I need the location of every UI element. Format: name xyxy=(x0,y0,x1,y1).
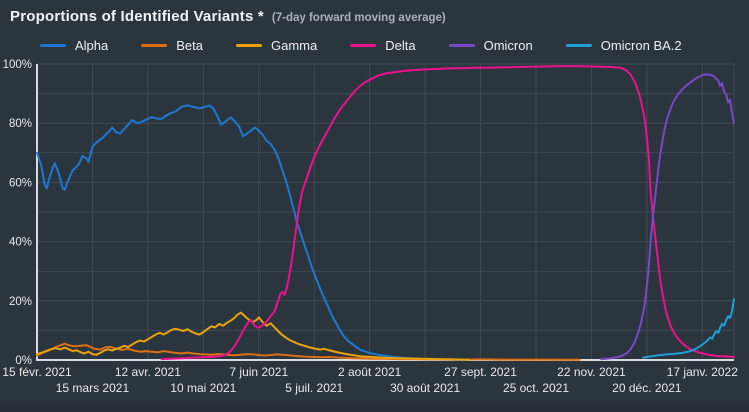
legend-label: Beta xyxy=(176,37,203,53)
legend-item-omicron[interactable]: Omicron xyxy=(448,37,533,53)
x-tick-label: 12 avr. 2021 xyxy=(115,365,181,379)
legend-item-alpha[interactable]: Alpha xyxy=(40,38,108,53)
y-tick-label: 100% xyxy=(3,59,32,71)
page-title: Proportions of Identified Variants * xyxy=(10,8,264,25)
legend-item-gamma[interactable]: Gamma xyxy=(236,38,317,53)
page-subtitle: (7-day forward moving average) xyxy=(271,12,446,24)
x-tick-label: 22 nov. 2021 xyxy=(557,365,626,379)
x-tick-label: 10 mai 2021 xyxy=(170,381,236,395)
legend-item-omicron-ba-2[interactable]: Omicron BA.2 xyxy=(565,37,682,53)
x-tick-label: 20 déc. 2021 xyxy=(612,381,682,395)
legend-line-swatch xyxy=(448,43,475,47)
y-tick-label: 20% xyxy=(9,296,32,308)
x-tick-label: 17 janv. 2022 xyxy=(667,365,738,379)
series-line-alpha xyxy=(36,104,468,361)
x-tick-label: 2 août 2021 xyxy=(338,365,402,379)
legend-item-beta[interactable]: Beta xyxy=(141,38,203,53)
legend-label: Gamma xyxy=(271,37,318,53)
series-line-omicron xyxy=(600,73,735,361)
legend-label: Delta xyxy=(385,37,416,53)
legend-line-swatch xyxy=(40,43,66,47)
series-line-omicron-ba-2 xyxy=(641,298,735,359)
x-tick-label: 27 sept. 2021 xyxy=(444,365,517,379)
bottom-strip xyxy=(0,401,749,412)
series-line-gamma xyxy=(36,311,470,361)
y-tick-label: 0% xyxy=(15,355,32,367)
chart-header: Proportions of Identified Variants * (7-d… xyxy=(10,8,446,26)
x-tick-label: 15 mars 2021 xyxy=(56,381,130,395)
y-tick-label: 40% xyxy=(9,237,32,249)
x-tick-label: 15 févr. 2021 xyxy=(2,365,72,379)
legend-line-swatch xyxy=(141,43,168,47)
legend-label: Omicron BA.2 xyxy=(600,37,682,53)
legend-line-swatch xyxy=(565,43,592,47)
legend-line-swatch xyxy=(350,43,377,47)
x-tick-label: 30 août 2021 xyxy=(390,381,460,395)
y-tick-label: 80% xyxy=(9,118,32,130)
legend-item-delta[interactable]: Delta xyxy=(350,37,416,53)
x-tick-label: 7 juin 2021 xyxy=(229,365,288,379)
chart-legend: Alpha Beta Gamma Delta Omicron Omicron BA.2 xyxy=(40,36,682,54)
y-tick-label: 60% xyxy=(9,177,32,189)
legend-line-swatch xyxy=(236,43,262,47)
legend-label: Alpha xyxy=(75,37,109,53)
x-tick-label: 5 juil. 2021 xyxy=(285,381,343,395)
x-tick-label: 25 oct. 2021 xyxy=(503,381,569,395)
series-line-delta xyxy=(160,65,735,361)
legend-label: Omicron xyxy=(483,37,533,53)
